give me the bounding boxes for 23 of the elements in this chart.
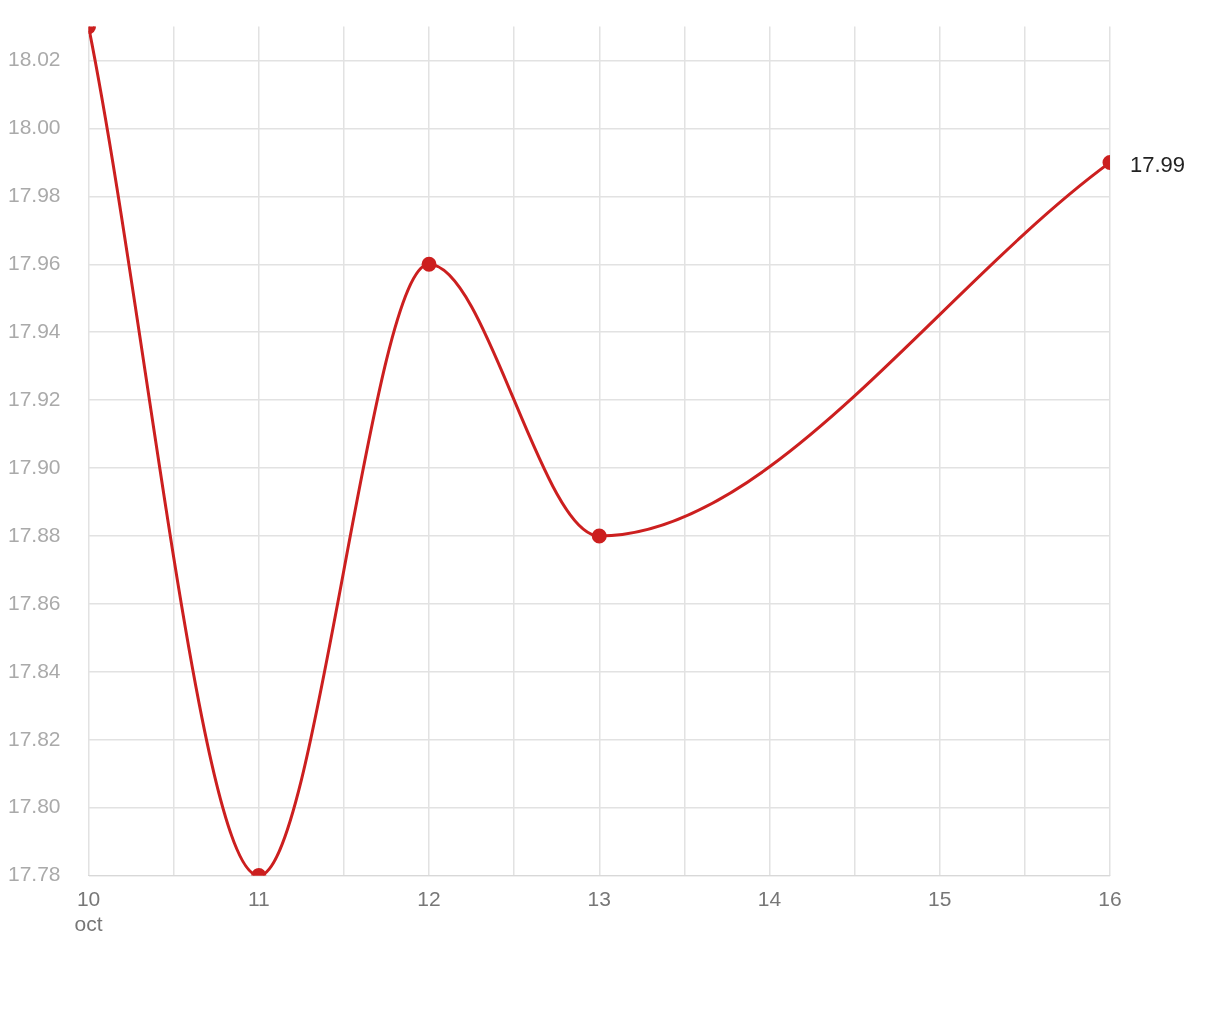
y-tick-label: 18.00 xyxy=(8,115,61,139)
x-tick-label: 10 oct xyxy=(74,887,103,936)
x-tick-label: 14 xyxy=(757,887,782,910)
y-tick-label: 17.86 xyxy=(8,590,61,614)
x-tick-label: 13 xyxy=(587,887,611,910)
y-tick-label: 17.96 xyxy=(8,251,61,275)
y-tick-label: 17.78 xyxy=(8,862,61,886)
point xyxy=(421,256,437,272)
y-tick-label: 17.88 xyxy=(8,522,61,546)
y-tick-label: 17.84 xyxy=(8,658,61,682)
x-tick-label: 15 xyxy=(928,887,952,910)
x-tick-label: 11 xyxy=(247,887,270,910)
data-label: 17.99 xyxy=(1130,151,1186,177)
y-tick-label: 17.98 xyxy=(8,183,61,207)
y-tick-label: 17.80 xyxy=(8,794,61,818)
point xyxy=(591,528,607,544)
y-tick-label: 17.92 xyxy=(8,386,61,410)
y-tick-label: 17.94 xyxy=(8,319,61,343)
y-tick-label: 18.02 xyxy=(8,47,61,71)
x-tick-label: 16 xyxy=(1098,887,1122,910)
x-tick-label: 12 xyxy=(417,887,441,910)
y-tick-label: 17.82 xyxy=(8,726,61,750)
y-tick-label: 17.90 xyxy=(8,454,61,478)
